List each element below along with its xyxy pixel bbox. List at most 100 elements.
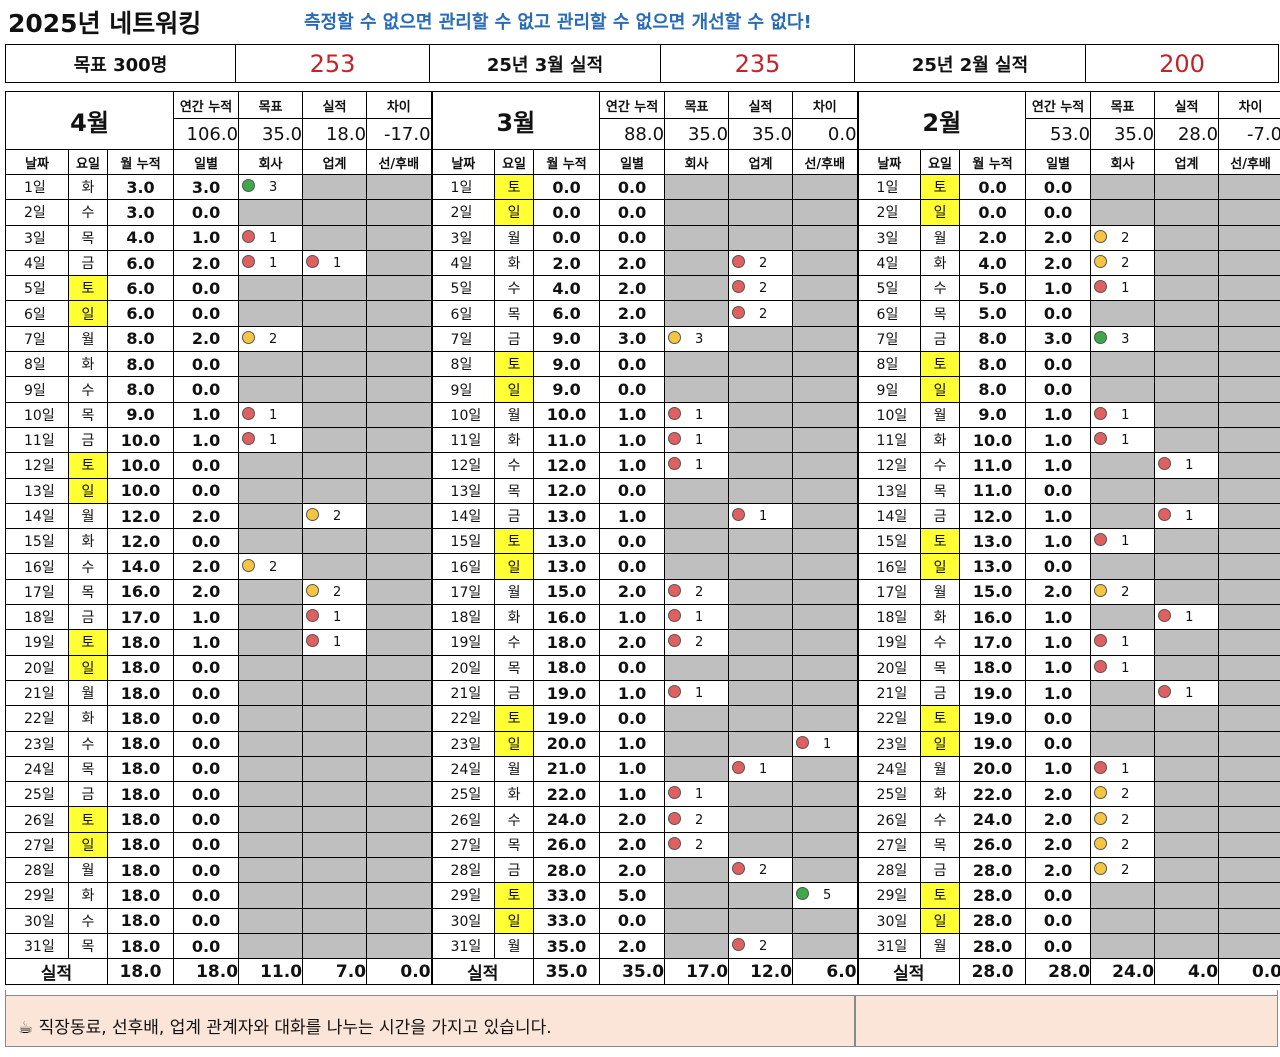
company-cell[interactable] — [238, 300, 304, 327]
weekday-cell[interactable]: 월 — [494, 755, 535, 783]
senior-cell[interactable]: 5 — [792, 882, 859, 909]
senior-cell[interactable] — [792, 325, 859, 353]
industry-cell[interactable]: 1 — [1154, 502, 1220, 530]
industry-cell[interactable] — [728, 679, 794, 707]
industry-cell[interactable] — [728, 882, 794, 909]
month-cum-cell[interactable]: 10.0 — [106, 426, 175, 454]
daily-cell[interactable]: 1.0 — [599, 755, 666, 783]
weekday-cell[interactable]: 일 — [68, 654, 108, 681]
weekday-cell[interactable]: 일 — [68, 300, 108, 327]
day-cell[interactable]: 6일 — [430, 300, 496, 327]
day-cell[interactable]: 11일 — [430, 426, 496, 454]
weekday-cell[interactable]: 화 — [68, 173, 108, 201]
daily-cell[interactable]: 1.0 — [599, 781, 666, 808]
weekday-cell[interactable]: 월 — [494, 224, 535, 251]
day-cell[interactable]: 1일 — [856, 173, 922, 201]
day-cell[interactable]: 21일 — [430, 679, 496, 707]
weekday-cell[interactable]: 목 — [494, 477, 535, 504]
day-cell[interactable]: 11일 — [856, 426, 922, 454]
month-cum-cell[interactable]: 18.0 — [106, 907, 175, 934]
weekday-cell[interactable]: 토 — [494, 528, 535, 555]
company-cell[interactable] — [238, 654, 304, 681]
industry-cell[interactable] — [728, 401, 794, 428]
industry-cell[interactable] — [1154, 275, 1220, 302]
senior-cell[interactable] — [366, 528, 433, 555]
total-value[interactable]: 4.0 — [1154, 958, 1220, 986]
day-cell[interactable]: 5일 — [856, 275, 922, 302]
daily-cell[interactable]: 0.0 — [1025, 730, 1092, 757]
daily-cell[interactable]: 0.0 — [599, 528, 666, 555]
industry-cell[interactable] — [302, 199, 368, 226]
industry-cell[interactable] — [728, 781, 794, 808]
month-cum-cell[interactable]: 21.0 — [533, 755, 601, 783]
company-cell[interactable] — [1090, 376, 1156, 403]
industry-cell[interactable] — [302, 679, 368, 707]
senior-cell[interactable] — [1218, 351, 1280, 378]
senior-cell[interactable]: 1 — [792, 730, 859, 757]
day-cell[interactable]: 2일 — [856, 199, 922, 226]
senior-cell[interactable] — [792, 173, 859, 201]
day-cell[interactable]: 19일 — [430, 629, 496, 656]
industry-cell[interactable] — [302, 907, 368, 934]
day-cell[interactable]: 4일 — [430, 249, 496, 277]
company-cell[interactable] — [1090, 932, 1156, 960]
day-cell[interactable]: 19일 — [856, 629, 922, 656]
day-cell[interactable]: 10일 — [430, 401, 496, 428]
senior-cell[interactable] — [1218, 629, 1280, 656]
weekday-cell[interactable]: 목 — [920, 654, 961, 681]
weekday-cell[interactable]: 월 — [920, 578, 961, 606]
day-cell[interactable]: 16일 — [5, 553, 69, 580]
company-cell[interactable]: 3 — [238, 173, 304, 201]
daily-cell[interactable]: 2.0 — [1025, 831, 1092, 859]
daily-cell[interactable]: 0.0 — [599, 351, 666, 378]
industry-cell[interactable] — [1154, 629, 1220, 656]
month-cum-cell[interactable]: 16.0 — [959, 604, 1027, 631]
company-cell[interactable]: 3 — [664, 325, 730, 353]
month-cum-cell[interactable]: 13.0 — [959, 528, 1027, 555]
weekday-cell[interactable]: 수 — [920, 275, 961, 302]
senior-cell[interactable] — [792, 578, 859, 606]
weekday-cell[interactable]: 월 — [920, 932, 961, 960]
day-cell[interactable]: 6일 — [856, 300, 922, 327]
month-cum-cell[interactable]: 12.0 — [533, 452, 601, 479]
senior-cell[interactable] — [1218, 781, 1280, 808]
header-annual-value[interactable]: 106.0 — [173, 118, 240, 150]
month-cum-cell[interactable]: 4.0 — [533, 275, 601, 302]
daily-cell[interactable]: 0.0 — [599, 376, 666, 403]
month-cum-cell[interactable]: 28.0 — [959, 882, 1027, 909]
company-cell[interactable] — [238, 376, 304, 403]
month-cum-cell[interactable]: 5.0 — [959, 300, 1027, 327]
feb-label[interactable]: 25년 2월 실적 — [854, 44, 1086, 83]
industry-cell[interactable] — [302, 705, 368, 732]
daily-cell[interactable]: 0.0 — [173, 730, 240, 757]
month-cum-cell[interactable]: 26.0 — [533, 831, 601, 859]
month-cum-cell[interactable]: 18.0 — [106, 932, 175, 960]
senior-cell[interactable] — [1218, 882, 1280, 909]
day-cell[interactable]: 25일 — [430, 781, 496, 808]
daily-cell[interactable]: 0.0 — [599, 705, 666, 732]
month-cum-cell[interactable]: 15.0 — [959, 578, 1027, 606]
daily-cell[interactable]: 0.0 — [173, 477, 240, 504]
weekday-cell[interactable]: 수 — [920, 629, 961, 656]
day-cell[interactable]: 14일 — [856, 502, 922, 530]
senior-cell[interactable] — [792, 426, 859, 454]
month-cum-cell[interactable]: 19.0 — [533, 679, 601, 707]
industry-cell[interactable]: 2 — [728, 249, 794, 277]
senior-cell[interactable] — [366, 604, 433, 631]
total-value[interactable]: 0.0 — [1218, 958, 1280, 986]
month-cum-cell[interactable]: 28.0 — [959, 932, 1027, 960]
weekday-cell[interactable]: 수 — [68, 730, 108, 757]
month-cum-cell[interactable]: 13.0 — [533, 502, 601, 530]
company-cell[interactable]: 2 — [1090, 806, 1156, 833]
company-cell[interactable] — [664, 553, 730, 580]
weekday-cell[interactable]: 토 — [920, 882, 961, 909]
weekday-cell[interactable]: 월 — [68, 857, 108, 884]
weekday-cell[interactable]: 금 — [68, 426, 108, 454]
company-cell[interactable] — [1090, 553, 1156, 580]
weekday-cell[interactable]: 목 — [68, 578, 108, 606]
daily-cell[interactable]: 2.0 — [173, 249, 240, 277]
daily-cell[interactable]: 1.0 — [173, 401, 240, 428]
weekday-cell[interactable]: 수 — [68, 553, 108, 580]
daily-cell[interactable]: 0.0 — [173, 452, 240, 479]
month-cum-cell[interactable]: 10.0 — [533, 401, 601, 428]
